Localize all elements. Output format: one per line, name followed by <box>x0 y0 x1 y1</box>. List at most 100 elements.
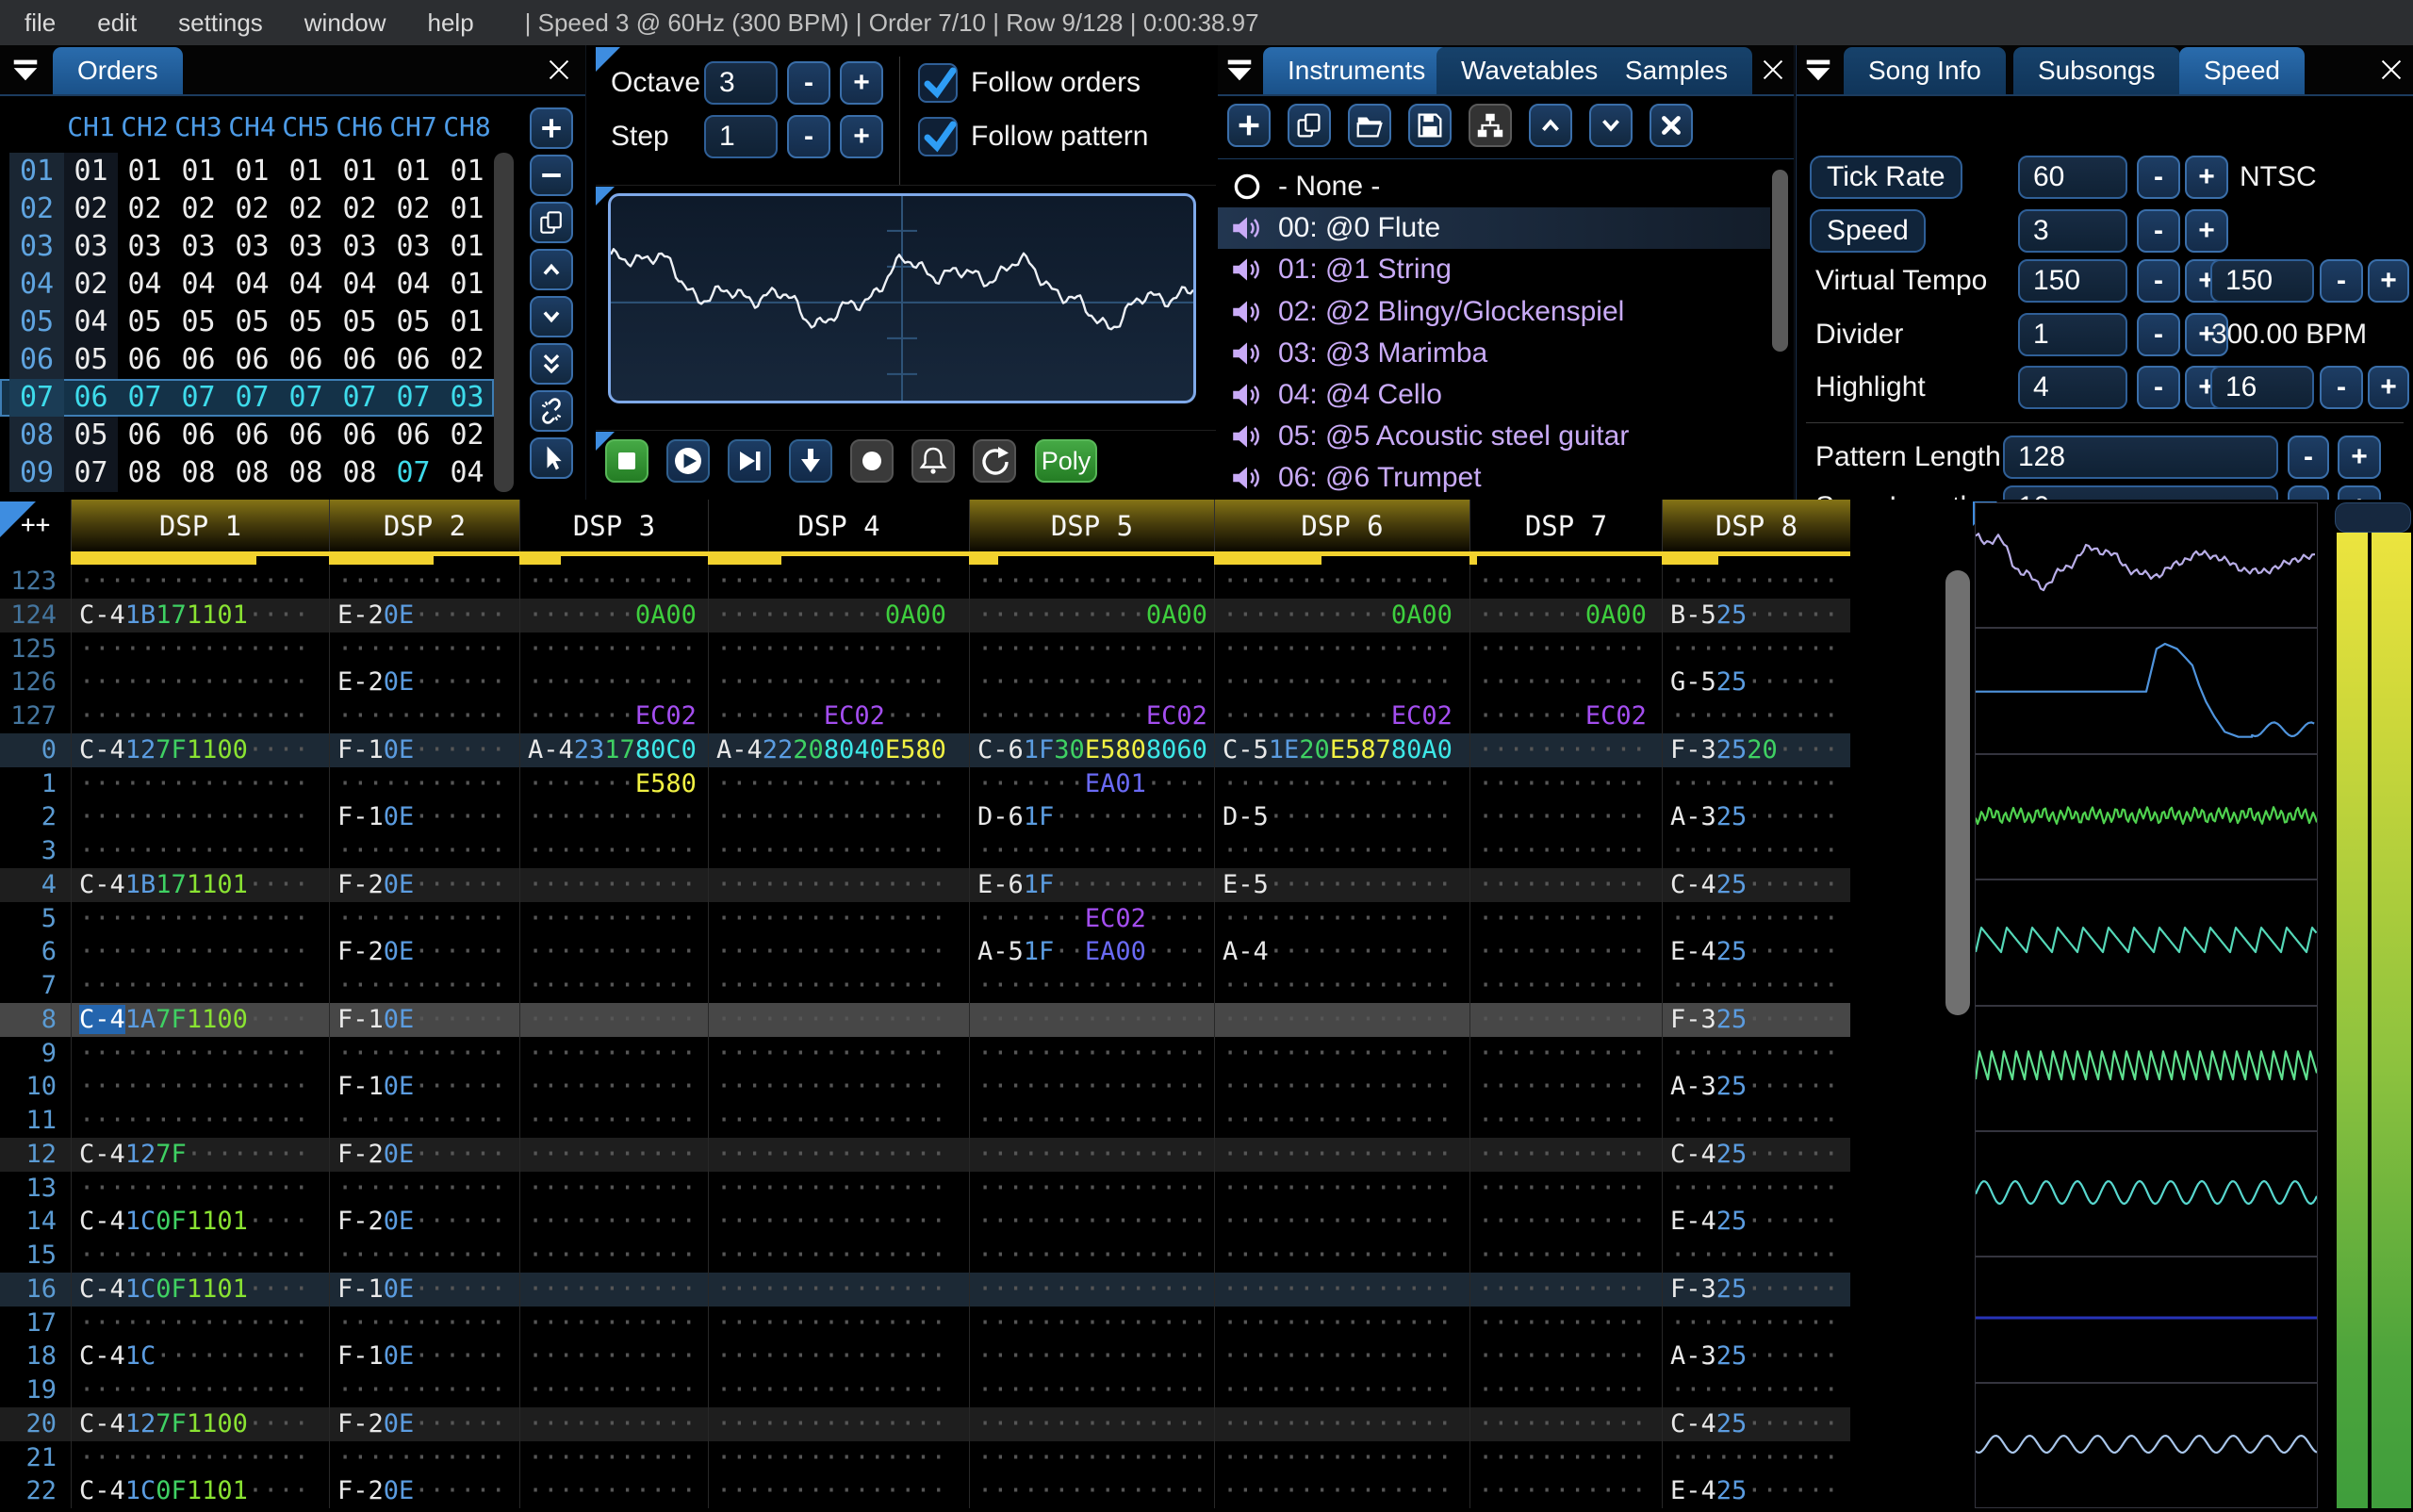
pattern-empty-fx[interactable]: ···· <box>1584 633 1647 664</box>
octave-decrement-button[interactable]: - <box>787 61 830 105</box>
pattern-empty-ins[interactable]: ·· <box>573 701 605 731</box>
pattern-note[interactable]: F-1 <box>337 1004 384 1034</box>
pattern-empty-note[interactable]: ··· <box>977 701 1024 731</box>
pattern-empty-note[interactable]: ··· <box>337 1442 384 1472</box>
pattern-empty-note[interactable]: ··· <box>528 701 574 731</box>
pattern-empty-note[interactable]: ··· <box>1478 903 1524 933</box>
pattern-empty-fx[interactable]: ···· <box>186 1173 248 1203</box>
pattern-empty-ins[interactable]: ·· <box>1268 802 1300 832</box>
pattern-empty-note[interactable]: ··· <box>1670 1173 1716 1203</box>
pattern-empty-vol[interactable]: ·· <box>1299 1408 1330 1438</box>
pattern-empty-note[interactable]: ··· <box>337 768 384 798</box>
pattern-empty-fx[interactable]: ···· <box>186 1038 248 1068</box>
pattern-empty-vol[interactable]: ·· <box>414 633 445 664</box>
pattern-empty-vol[interactable]: ·· <box>604 1072 635 1102</box>
pattern-fx[interactable]: 0A00 <box>1390 600 1453 630</box>
pattern-empty-ins[interactable]: ·· <box>1023 1072 1055 1102</box>
instrument-list-item[interactable]: 02: @2 Blingy/Glockenspiel <box>1218 291 1770 333</box>
pattern-vol[interactable]: 0F <box>156 1274 187 1304</box>
pattern-fx[interactable]: EC02 <box>634 701 697 731</box>
pattern-note[interactable]: A-3 <box>1670 802 1716 832</box>
pattern-empty-ins[interactable]: ·· <box>762 1038 794 1068</box>
pattern-cell[interactable]: ··········· <box>1469 766 1662 801</box>
pattern-empty-note[interactable]: ··· <box>716 802 763 832</box>
pattern-empty-fx[interactable]: ···· <box>444 1341 506 1372</box>
pattern-empty-fx[interactable]: ···· <box>1329 1307 1391 1338</box>
pattern-empty-fx[interactable]: ···· <box>634 903 697 933</box>
pattern-empty-fx[interactable]: ···· <box>1145 1004 1207 1034</box>
pattern-empty-note[interactable]: ··· <box>1478 1274 1524 1304</box>
pattern-empty-fx[interactable]: ···· <box>634 1375 697 1405</box>
pattern-empty-note[interactable]: ··· <box>1223 1375 1269 1405</box>
pattern-empty-note[interactable]: ··· <box>79 1375 125 1405</box>
pattern-cell[interactable]: E-5············ <box>1214 867 1469 902</box>
pattern-empty-ins[interactable]: ·· <box>124 633 156 664</box>
pattern-note[interactable]: C-4 <box>79 1274 125 1304</box>
pattern-cell[interactable]: ·······E580 <box>519 766 708 801</box>
pattern-empty-vol[interactable]: ·· <box>604 1442 635 1472</box>
pattern-empty-ins[interactable]: ·· <box>573 1274 605 1304</box>
order-row[interactable]: 04 02 04 04 04 04 04 04 01 <box>0 266 494 304</box>
pattern-empty-vol[interactable]: ·· <box>1747 1207 1778 1237</box>
pattern-empty-vol[interactable]: ·· <box>156 802 187 832</box>
pattern-cell[interactable]: ·······EA01···· <box>969 766 1214 801</box>
pattern-empty-vol[interactable]: ·· <box>604 567 635 596</box>
pattern-empty-vol[interactable]: ·· <box>156 1307 187 1338</box>
pattern-empty-fx[interactable]: ···· <box>884 836 946 865</box>
pattern-cell[interactable]: ··············· <box>969 1002 1214 1037</box>
order-cell[interactable]: 04 <box>64 304 118 341</box>
pattern-empty-fx[interactable]: ···· <box>186 802 248 832</box>
pattern-cell[interactable]: ··············· <box>969 969 1214 1003</box>
record-button[interactable] <box>850 439 894 483</box>
pattern-empty-note[interactable]: ··· <box>528 1139 574 1169</box>
pattern-empty-vol[interactable]: ·· <box>1747 836 1778 865</box>
pattern-empty-fx[interactable]: ···· <box>444 633 506 664</box>
pattern-empty-fx[interactable]: ···· <box>1777 667 1839 698</box>
pattern-empty-vol[interactable]: ·· <box>156 937 187 967</box>
pattern-empty-note[interactable]: ··· <box>528 1375 574 1405</box>
pattern-empty-note[interactable]: ··· <box>1478 1375 1524 1405</box>
pattern-empty-note[interactable]: ··· <box>1223 971 1269 1000</box>
order-row[interactable]: 07 06 07 07 07 07 07 07 03 <box>0 379 494 417</box>
pattern-empty-note[interactable]: ··· <box>716 701 763 731</box>
instrument-list-item[interactable]: 01: @1 String <box>1218 249 1770 290</box>
pattern-empty-fx[interactable]: ···· <box>884 869 946 899</box>
pattern-empty-ins[interactable]: ·· <box>573 1072 605 1102</box>
pattern-vol[interactable]: 7F <box>156 1408 187 1438</box>
pattern-empty-fx[interactable]: ···· <box>1145 1072 1207 1102</box>
pattern-empty-vol[interactable]: ·· <box>604 600 635 630</box>
pattern-ins[interactable]: 25 <box>1715 937 1748 967</box>
pattern-cell[interactable]: ··············· <box>708 1373 969 1407</box>
pattern-length-input[interactable]: 128 <box>2003 436 2278 479</box>
pattern-empty-note[interactable]: ··· <box>1478 1139 1524 1169</box>
pattern-empty-ins[interactable]: ·· <box>383 1442 415 1472</box>
pattern-empty-fx[interactable]: ···· <box>247 1241 309 1270</box>
pattern-note[interactable]: C-4 <box>79 1341 125 1372</box>
pattern-empty-vol[interactable]: ·· <box>793 836 824 865</box>
pattern-cell[interactable]: D-61F·········· <box>969 800 1214 834</box>
pattern-empty-note[interactable]: ··· <box>1670 1307 1716 1338</box>
pattern-cell[interactable]: ··········· <box>329 901 519 936</box>
virtual-tempo-den-increment-button[interactable]: + <box>2368 259 2409 303</box>
pattern-empty-vol[interactable]: ·· <box>1747 1476 1778 1506</box>
pattern-empty-fx[interactable]: ···· <box>444 1106 506 1135</box>
pattern-empty-fx[interactable]: ···· <box>634 1241 697 1270</box>
pattern-empty-fx[interactable]: ···· <box>186 1341 248 1372</box>
pattern-empty-fx[interactable]: ···· <box>444 600 506 630</box>
pattern-cell[interactable]: ··············· <box>708 901 969 936</box>
pattern-cell[interactable]: ··········· <box>329 1104 519 1138</box>
pattern-note[interactable]: C-4 <box>1670 1139 1716 1169</box>
pattern-empty-fx[interactable]: ···· <box>1084 1241 1146 1270</box>
pattern-empty-note[interactable]: ··· <box>79 1173 125 1203</box>
pattern-empty-fx[interactable]: ···· <box>1145 903 1207 933</box>
virtual-tempo-denominator-input[interactable]: 150 <box>2210 259 2314 303</box>
pattern-empty-vol[interactable]: ·· <box>1054 1207 1085 1237</box>
pattern-empty-note[interactable]: ··· <box>1478 1442 1524 1472</box>
pattern-empty-vol[interactable]: ·· <box>156 1341 187 1372</box>
pattern-empty-ins[interactable]: ·· <box>1523 1106 1555 1135</box>
pattern-empty-note[interactable]: ··· <box>1223 633 1269 664</box>
pattern-empty-note[interactable]: ··· <box>1478 600 1524 630</box>
pattern-cell[interactable]: F-10E······ <box>329 1070 519 1104</box>
pattern-empty-fx[interactable]: ···· <box>1084 836 1146 865</box>
pattern-empty-fx[interactable]: ···· <box>1084 1408 1146 1438</box>
